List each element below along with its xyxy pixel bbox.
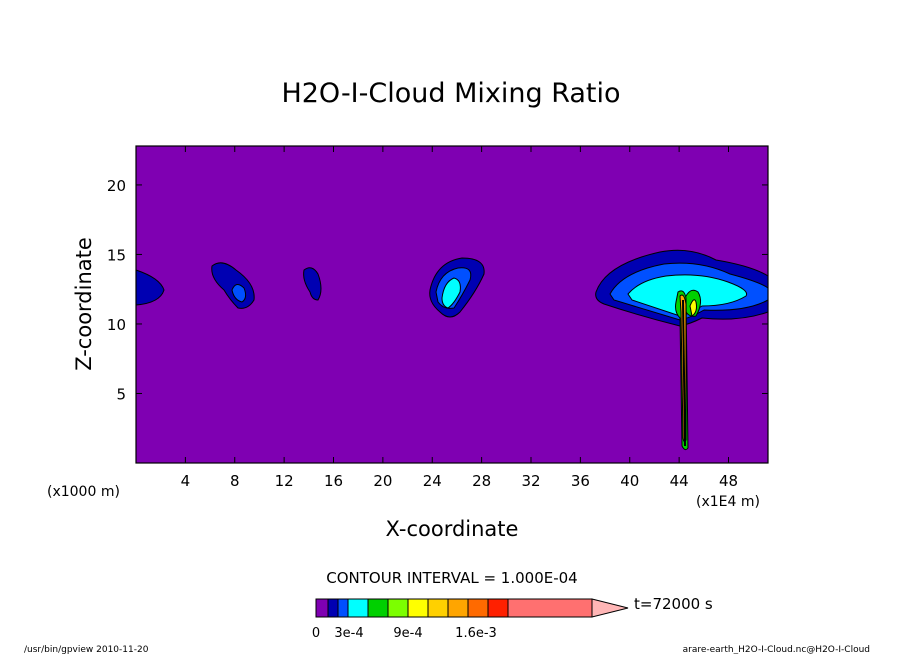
y-tick-label: 10	[107, 316, 126, 334]
x-tick-label: 20	[373, 472, 392, 490]
x-tick-label: 40	[620, 472, 639, 490]
colorbar-segment	[347, 598, 369, 618]
x-tick-label: 48	[719, 472, 738, 490]
x-tick-label: 44	[670, 472, 689, 490]
footer-left: /usr/bin/gpview 2010-11-20	[24, 645, 149, 654]
y-tick-label: 20	[107, 177, 126, 195]
colorbar-segment	[327, 598, 339, 618]
cloud-x8	[211, 262, 255, 309]
x-tick-label: 4	[181, 472, 191, 490]
x-tick-label: 16	[324, 472, 343, 490]
colorbar-segment	[467, 598, 489, 618]
colorbar-label-0: 0	[312, 626, 320, 641]
colorbar-segment	[367, 598, 389, 618]
plot-frame	[135, 145, 769, 464]
colorbar-label-1: 3e-4	[334, 626, 363, 641]
colorbar-segment	[487, 598, 509, 618]
chart-title: H2O-I-Cloud Mixing Ratio	[281, 78, 620, 109]
x-tick-label: 8	[230, 472, 240, 490]
colorbar-label-3: 1.6e-3	[455, 626, 497, 641]
colorbar	[315, 598, 629, 618]
x-tick-label: 32	[521, 472, 540, 490]
contour-level-1	[303, 267, 322, 301]
colorbar-segment	[407, 598, 429, 618]
contour-interval-label: CONTOUR INTERVAL = 1.000E-04	[326, 569, 577, 587]
colorbar-segment	[387, 598, 409, 618]
x-tick-label: 36	[571, 472, 590, 490]
contour-column-line	[682, 299, 686, 447]
cloud-x14	[303, 267, 322, 301]
y-tick-label: 5	[116, 385, 126, 403]
contour-level-3	[441, 277, 461, 309]
y-axis-ticks: 5 10 15 20	[107, 177, 768, 403]
cloud-left-edge	[135, 269, 165, 306]
y-tick-label: 15	[107, 246, 126, 264]
colorbar-segment	[315, 598, 329, 618]
x-tick-label: 24	[423, 472, 442, 490]
colorbar-segment	[337, 598, 349, 618]
x-unit-right: (x1E4 m)	[696, 494, 760, 510]
time-label: t=72000 s	[634, 595, 713, 613]
colorbar-label-2: 9e-4	[393, 626, 422, 641]
contour-level-2	[231, 284, 247, 303]
cloud-x45	[595, 249, 769, 451]
y-axis-label: Z-coordinate	[72, 237, 96, 371]
plot-area	[135, 145, 769, 464]
colorbar-segment	[447, 598, 469, 618]
x-tick-label: 12	[275, 472, 294, 490]
colorbar-arrow	[591, 598, 629, 618]
contour-level-5	[689, 299, 697, 317]
x-axis-label: X-coordinate	[386, 517, 519, 541]
x-axis-ticks: 4 8 12 16 20 24 28 32 36 40 44 48	[181, 146, 738, 490]
footer-right: arare-earth_H2O-I-Cloud.nc@H2O-I-Cloud	[683, 645, 870, 654]
x-unit-left: (x1000 m)	[47, 484, 120, 500]
colorbar-segment	[427, 598, 449, 618]
cloud-x25	[429, 257, 485, 318]
x-tick-label: 28	[472, 472, 491, 490]
colorbar-segment	[507, 598, 593, 618]
contour-level-1	[135, 269, 165, 306]
